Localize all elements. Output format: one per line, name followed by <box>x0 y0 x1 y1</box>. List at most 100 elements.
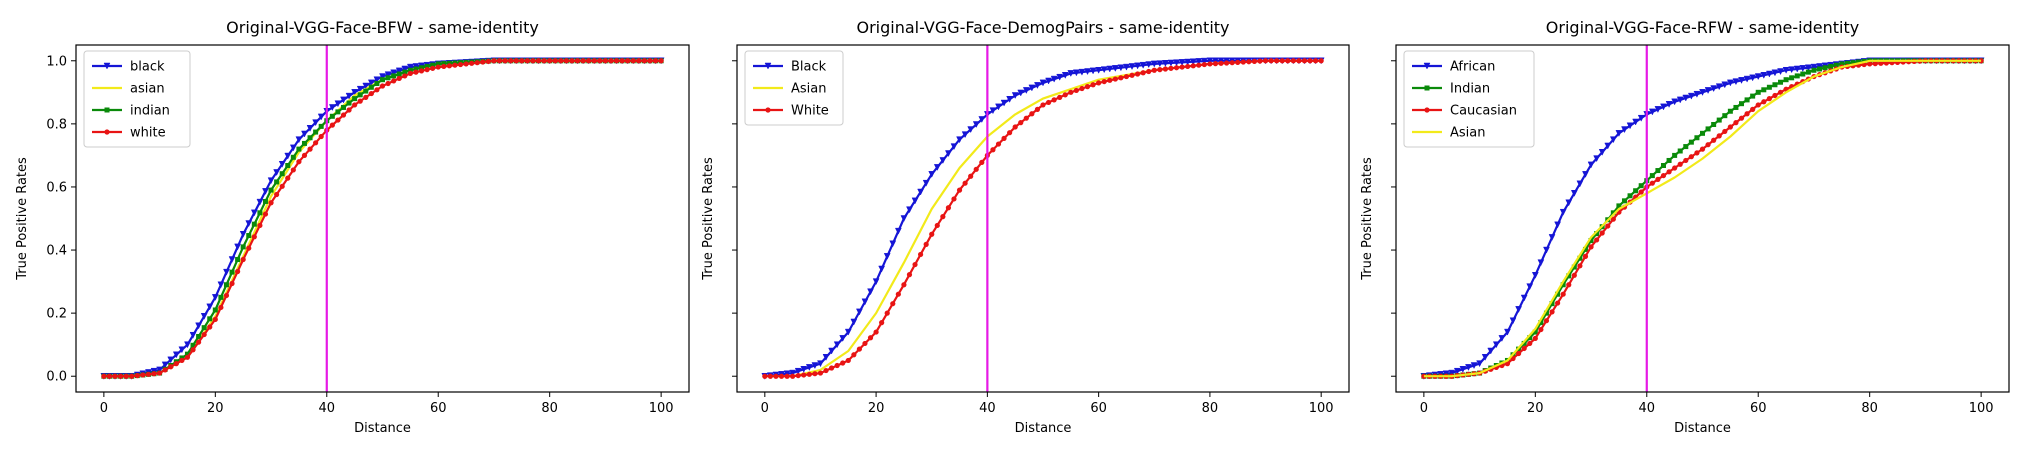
data-point <box>200 313 208 320</box>
axes-frame <box>736 44 1350 393</box>
legend-marker <box>103 62 111 70</box>
data-point <box>1548 234 1556 241</box>
data-point <box>162 367 168 373</box>
data-point <box>223 292 230 299</box>
data-point <box>250 209 258 217</box>
data-point <box>334 100 342 108</box>
data-point <box>172 351 180 359</box>
x-tick-label: 20 <box>868 401 885 416</box>
data-point <box>212 316 218 323</box>
data-point <box>295 136 303 144</box>
x-axis-label: Distance <box>1015 421 1072 436</box>
data-point <box>1101 78 1107 85</box>
legend: black asian indian white <box>83 50 191 148</box>
legend-label: African <box>1450 60 1495 75</box>
data-point <box>1067 70 1075 77</box>
data-point <box>979 159 985 165</box>
data-point <box>246 233 252 239</box>
data-point <box>1649 180 1655 186</box>
data-point <box>1621 198 1627 204</box>
data-point <box>1683 157 1689 164</box>
data-point <box>850 318 858 326</box>
data-point <box>362 82 370 90</box>
data-point <box>972 121 980 129</box>
data-point <box>1134 62 1141 70</box>
data-point <box>318 133 324 140</box>
data-point <box>1738 77 1745 84</box>
data-point <box>1022 87 1030 94</box>
data-point <box>1078 68 1086 76</box>
data-point <box>851 352 857 358</box>
data-point <box>1150 60 1158 68</box>
data-point <box>1106 65 1114 73</box>
data-point <box>1100 66 1108 74</box>
data-point <box>1123 73 1130 80</box>
data-point <box>1576 180 1584 188</box>
data-point <box>1313 58 1319 64</box>
data-point <box>1783 77 1789 83</box>
data-point <box>446 63 452 69</box>
x-tick-label: 60 <box>1090 401 1107 416</box>
data-point <box>940 214 946 220</box>
data-point <box>1761 99 1767 105</box>
data-point <box>1156 60 1164 68</box>
data-point <box>1599 230 1605 236</box>
legend: Black Asian White <box>744 50 844 126</box>
legend-marker <box>1424 85 1430 91</box>
data-point <box>352 96 358 102</box>
data-point <box>441 63 447 70</box>
data-point <box>1023 115 1029 121</box>
data-point <box>811 362 819 370</box>
data-point <box>307 146 313 152</box>
data-point <box>212 307 218 313</box>
data-point <box>257 210 263 216</box>
data-point <box>1301 58 1308 64</box>
data-point <box>1666 157 1672 163</box>
data-point <box>218 294 224 300</box>
data-point <box>1538 320 1544 326</box>
data-point <box>245 220 253 228</box>
data-point <box>762 373 768 379</box>
legend-marker <box>1424 107 1430 113</box>
data-point <box>1527 335 1533 341</box>
data-point <box>1844 60 1850 66</box>
data-point <box>1001 135 1007 141</box>
data-point <box>1660 163 1666 169</box>
data-point <box>1538 326 1544 333</box>
data-point <box>363 94 369 100</box>
data-point <box>285 175 291 181</box>
data-point <box>1185 63 1191 70</box>
data-point <box>1794 73 1800 79</box>
data-point <box>184 341 191 349</box>
data-point <box>335 109 341 115</box>
data-point <box>419 65 425 71</box>
data-point <box>385 80 391 87</box>
data-point <box>1700 130 1705 136</box>
data-point <box>1448 369 1456 377</box>
data-point <box>1056 73 1064 81</box>
data-point <box>1240 59 1246 65</box>
data-point <box>430 65 436 71</box>
data-point <box>1566 273 1572 279</box>
data-point <box>1632 118 1640 126</box>
data-point <box>196 333 202 339</box>
data-point <box>373 76 381 84</box>
data-point <box>1257 58 1263 64</box>
data-point <box>1594 237 1600 243</box>
data-point <box>1666 169 1672 175</box>
data-point <box>1000 99 1008 107</box>
data-point <box>491 58 497 64</box>
chart-panel-3: Original-VGG-Face-RFW - same-identity 0 20… <box>1360 18 2010 436</box>
data-point <box>933 164 941 171</box>
data-point <box>922 179 930 187</box>
data-point <box>207 324 213 330</box>
data-point <box>1560 291 1566 297</box>
data-point <box>201 325 207 331</box>
data-point <box>1676 96 1684 104</box>
data-point <box>1593 155 1601 163</box>
data-point <box>1565 199 1573 207</box>
y-tick-label: 0.0 <box>46 370 67 385</box>
plot-area <box>761 57 1325 380</box>
data-point <box>1743 75 1751 83</box>
data-point <box>1716 133 1722 139</box>
